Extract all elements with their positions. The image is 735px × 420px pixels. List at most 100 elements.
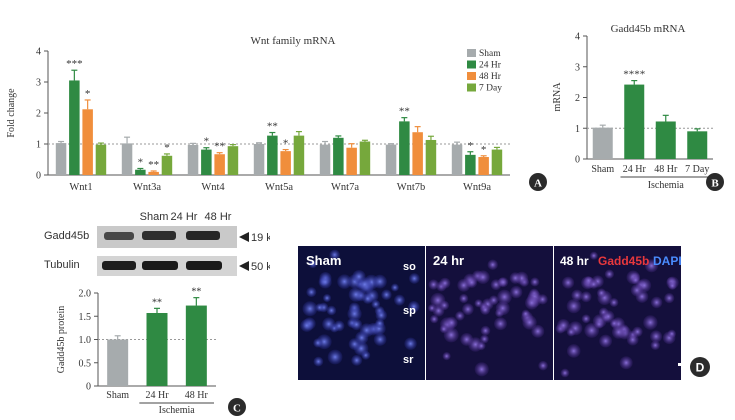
nucleus-dot xyxy=(308,259,318,269)
arrow-icon xyxy=(239,232,249,242)
c-y-tick-label: 2.0 xyxy=(79,289,92,300)
nucleus-dot xyxy=(667,329,677,339)
nucleus-dot xyxy=(630,284,644,297)
panel-a-chart: 0 1 2 3 4 Wnt family mRNA Fold change Wnt1 Wnt3a… xyxy=(6,35,547,193)
c-x-tick-label: 48 Hr xyxy=(185,390,209,401)
a-bar xyxy=(319,144,331,175)
nucleus-dot xyxy=(589,279,599,289)
a-bar xyxy=(293,135,305,175)
nucleus-dot xyxy=(373,333,387,346)
a-legend-label: 48 Hr xyxy=(479,72,502,82)
nucleus-dot xyxy=(599,334,613,348)
a-legend-swatch xyxy=(467,60,476,69)
a-bar xyxy=(214,154,225,175)
a-significance-mark: ** xyxy=(399,106,410,118)
b-y-tick-label: 3 xyxy=(575,62,580,73)
nucleus-dot xyxy=(584,323,600,338)
nucleus-dot xyxy=(530,277,540,287)
c-x-tick-label: Sham xyxy=(106,390,129,401)
a-bar xyxy=(135,169,146,175)
a-x-tick-label: Wnt7b xyxy=(397,182,426,193)
arrow-icon xyxy=(239,261,249,271)
nucleus-dot xyxy=(562,276,575,289)
nucleus-dot xyxy=(495,301,510,316)
blot-row-label-gadd45b: Gadd45b xyxy=(44,230,89,242)
a-legend-label: 24 Hr xyxy=(479,61,502,71)
a-bar xyxy=(333,137,344,175)
nucleus-dot xyxy=(355,331,369,345)
nucleus-dot xyxy=(350,318,363,331)
nucleus-dot xyxy=(347,306,362,321)
nucleus-dot xyxy=(498,277,509,288)
panel-badge-b-letter: B xyxy=(711,178,719,190)
nucleus-dot xyxy=(322,293,332,303)
panel-badge-d: D xyxy=(690,357,710,377)
blot-header-24hr: 24 Hr xyxy=(171,211,198,223)
micro-stain-dapi: DAPI xyxy=(653,254,682,268)
panel-badge-b xyxy=(706,173,724,191)
a-significance-mark: * xyxy=(468,140,474,152)
nucleus-dot xyxy=(333,320,345,332)
a-bar xyxy=(148,171,159,175)
nucleus-dot xyxy=(408,273,420,284)
b-x-tick-label: 48 Hr xyxy=(654,164,678,175)
b-y-tick-label: 0 xyxy=(575,155,580,166)
nucleus-dot xyxy=(348,287,364,302)
a-significance-mark: * xyxy=(283,138,289,150)
a-bar xyxy=(161,155,173,175)
nucleus-dot xyxy=(318,275,332,289)
blot-band xyxy=(102,261,136,270)
nucleus-dot xyxy=(439,277,451,289)
nucleus-dot xyxy=(566,327,576,337)
layer-label-sr: sr xyxy=(403,354,414,366)
a-y-axis-label: Fold change xyxy=(6,88,17,138)
a-significance-mark: ** xyxy=(267,121,278,133)
nucleus-dot xyxy=(306,287,317,298)
nucleus-dot xyxy=(596,288,607,298)
a-significance-mark: ** xyxy=(148,159,159,171)
b-y-tick-label: 1 xyxy=(575,124,580,135)
nucleus-dot xyxy=(371,299,381,309)
blot-row-label-tubulin: Tubulin xyxy=(44,259,80,271)
nucleus-dot xyxy=(329,249,340,261)
panel-b-chart: 0 1 2 3 4 Gadd45b mRNA mRNA Sham 24 Hr 48 Hr 7 Day… xyxy=(552,23,724,191)
blot-marker-19kd: 19 kD xyxy=(251,232,270,244)
nucleus-dot xyxy=(381,289,392,301)
a-legend-swatch xyxy=(467,72,476,80)
panel-badge-c-letter: C xyxy=(233,403,241,415)
a-significance-mark: ** xyxy=(214,141,225,153)
nucleus-dot xyxy=(375,318,385,328)
a-bar xyxy=(412,132,423,175)
c-y-axis-label: Gadd45b protein xyxy=(56,306,67,374)
nucleus-dot xyxy=(337,274,352,289)
nucleus-dot xyxy=(619,356,633,370)
blot-header-48hr: 48 Hr xyxy=(205,211,232,223)
nucleus-dot xyxy=(480,334,489,344)
nucleus-dot xyxy=(668,281,677,290)
a-significance-mark: * xyxy=(481,144,487,156)
c-x-tick-label: 24 Hr xyxy=(145,390,169,401)
b-x-tick-label: 7 Day xyxy=(685,164,709,175)
b-bar xyxy=(624,84,645,159)
blot-marker-50kd: 50 kD xyxy=(251,261,270,273)
micro-label-48hr: 48 hr xyxy=(560,254,589,268)
a-bar xyxy=(55,143,67,175)
a-bar xyxy=(187,144,199,175)
nucleus-dot xyxy=(650,296,663,309)
b-x-tick-label: Sham xyxy=(591,164,614,175)
b-bar xyxy=(592,127,613,159)
nucleus-dot xyxy=(357,277,372,292)
nucleus-dot xyxy=(566,298,581,314)
nucleus-dot xyxy=(556,318,570,332)
b-x-tick-label: 24 Hr xyxy=(623,164,647,175)
nucleus-dot xyxy=(488,295,499,305)
a-bar xyxy=(69,80,80,175)
nucleus-dot xyxy=(650,340,661,350)
blot-band xyxy=(104,232,134,240)
nucleus-dot xyxy=(649,330,663,343)
nucleus-dot xyxy=(611,325,626,339)
a-bar xyxy=(253,144,265,175)
a-bar xyxy=(451,144,463,175)
a-bar xyxy=(399,121,410,175)
blot-band xyxy=(186,231,220,240)
